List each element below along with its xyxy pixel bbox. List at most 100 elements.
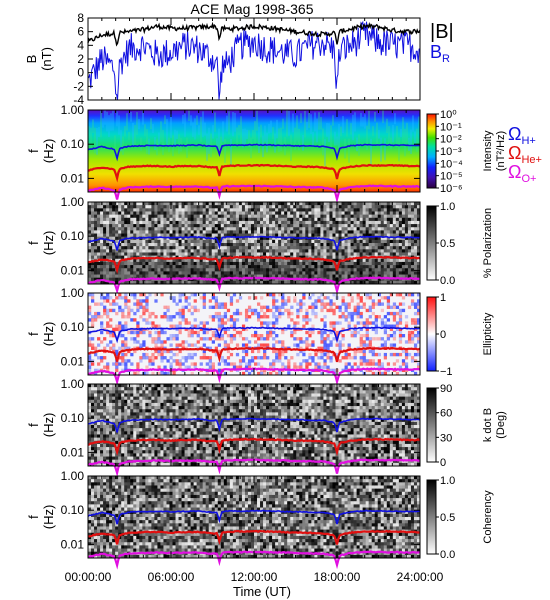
spectrogram-cell — [157, 330, 161, 335]
spectrogram-cell — [202, 352, 206, 357]
y-axis-unit: (nT) — [39, 47, 54, 71]
spectrogram-cell — [287, 265, 291, 269]
spectrogram-cell — [287, 324, 291, 328]
spectrogram-cell — [103, 412, 107, 416]
spectrogram-cell — [266, 246, 270, 250]
spectrogram-cell — [241, 233, 246, 237]
spectrogram-cell — [401, 214, 406, 218]
spectrogram-cell — [311, 280, 315, 285]
spectrogram-cell — [241, 217, 246, 222]
spectrogram-cell — [323, 271, 327, 275]
spectrogram-cell — [260, 305, 264, 309]
spectrogram-cell — [127, 268, 131, 272]
spectrogram-cell — [386, 296, 391, 300]
spectrogram-cell — [314, 208, 318, 212]
spectrogram-cell — [350, 330, 354, 335]
spectrogram-cell — [88, 409, 92, 413]
spectrogram-cell — [407, 211, 412, 215]
spectrogram-cell — [281, 343, 285, 347]
spectrogram-cell — [100, 412, 104, 416]
y-axis-label: f — [26, 149, 41, 153]
spectrogram-cell — [127, 214, 131, 218]
spectrogram-cell — [172, 296, 176, 300]
spectrogram-cell — [199, 327, 203, 332]
spectrogram-cell — [97, 434, 101, 438]
spectrogram-cell — [392, 246, 397, 250]
spectrogram-cell — [130, 402, 134, 407]
spectrogram-cell — [217, 321, 221, 325]
spectrogram-cell — [329, 239, 333, 244]
spectrogram-cell — [118, 224, 122, 228]
spectrogram-cell — [404, 324, 409, 328]
spectrogram-cell — [214, 311, 218, 316]
spectrogram-cell — [106, 227, 110, 231]
spectrogram-cell — [157, 340, 161, 344]
spectrogram-cell — [326, 208, 330, 212]
spectrogram-cell — [326, 249, 330, 253]
spectrogram-cell — [275, 271, 279, 275]
spectrogram-cell — [148, 261, 152, 266]
spectrogram-cell — [175, 274, 179, 278]
spectrogram-cell — [124, 126, 126, 137]
spectrogram-cell — [332, 368, 336, 373]
spectrogram-cell — [156, 139, 158, 156]
spectrogram-cell — [371, 208, 375, 212]
spectrogram-cell — [217, 236, 221, 241]
spectrogram-cell — [91, 447, 95, 451]
spectrogram-cell — [88, 217, 92, 222]
spectrogram-cell — [112, 349, 116, 354]
spectrogram-cell — [371, 299, 375, 303]
spectrogram-cell — [223, 252, 228, 256]
spectrogram-cell — [344, 261, 348, 266]
spectrogram-cell — [148, 227, 152, 231]
spectrogram-cell — [377, 302, 381, 306]
spectrogram-cell — [305, 315, 309, 319]
spectrogram-cell — [272, 365, 276, 369]
spectrogram-cell — [305, 321, 309, 325]
spectrogram-cell — [124, 324, 128, 328]
spectrogram-cell — [127, 311, 131, 316]
spectrogram-cell — [374, 202, 378, 206]
spectrogram-cell — [353, 205, 357, 209]
spectrogram-cell — [296, 365, 300, 369]
spectrogram-cell — [380, 343, 384, 347]
spectrogram-cell — [163, 243, 167, 247]
spectrogram-cell — [335, 343, 339, 347]
spectrogram-cell — [341, 271, 345, 275]
spectrogram-cell — [115, 434, 119, 438]
spectrogram-cell — [217, 362, 221, 366]
spectrogram-cell — [329, 268, 333, 272]
spectrogram-cell — [383, 274, 387, 278]
spectrogram-cell — [190, 362, 194, 366]
spectrogram-cell — [238, 236, 243, 241]
spectrogram-cell — [91, 324, 95, 328]
spectrogram-cell — [91, 337, 95, 341]
spectrogram-cell — [416, 305, 421, 309]
spectrogram-cell — [127, 412, 131, 416]
spectrogram-cell — [211, 280, 215, 285]
spectrogram-cell — [244, 208, 249, 212]
spectrogram-cell — [121, 227, 125, 231]
spectrogram-cell — [130, 443, 134, 448]
spectrogram-cell — [296, 315, 300, 319]
spectrogram-cell — [169, 261, 173, 266]
spectrogram-cell — [112, 246, 116, 250]
spectrogram-cell — [136, 243, 140, 247]
spectrogram-cell — [199, 230, 203, 234]
spectrogram-cell — [353, 271, 357, 275]
spectrogram-cell — [187, 261, 191, 266]
spectrogram-cell — [145, 274, 149, 278]
spectrogram-cell — [118, 227, 122, 231]
spectrogram-cell — [130, 434, 134, 438]
spectrogram-cell — [362, 230, 366, 234]
spectrogram-cell — [341, 227, 345, 231]
spectrogram-cell — [323, 340, 327, 344]
spectrogram-cell — [317, 239, 321, 244]
spectrogram-cell — [130, 447, 134, 451]
spectrogram-cell — [365, 249, 369, 253]
spectrogram-cell — [365, 308, 369, 313]
spectrogram-cell — [302, 211, 306, 215]
spectrogram-cell — [172, 315, 176, 319]
spectrogram-cell — [311, 302, 315, 306]
spectrogram-cell — [323, 230, 327, 234]
